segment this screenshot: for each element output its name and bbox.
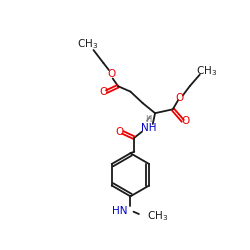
Text: H: H bbox=[145, 115, 151, 124]
Text: O: O bbox=[182, 116, 190, 126]
Text: CH$_3$: CH$_3$ bbox=[196, 65, 217, 78]
Text: NH: NH bbox=[141, 123, 157, 133]
Text: HN: HN bbox=[112, 206, 127, 216]
Text: O: O bbox=[99, 86, 108, 97]
Text: O: O bbox=[116, 128, 124, 138]
Text: CH$_3$: CH$_3$ bbox=[148, 210, 169, 223]
Text: O: O bbox=[176, 93, 184, 103]
Text: CH$_3$: CH$_3$ bbox=[77, 37, 98, 51]
Text: O: O bbox=[107, 69, 115, 79]
